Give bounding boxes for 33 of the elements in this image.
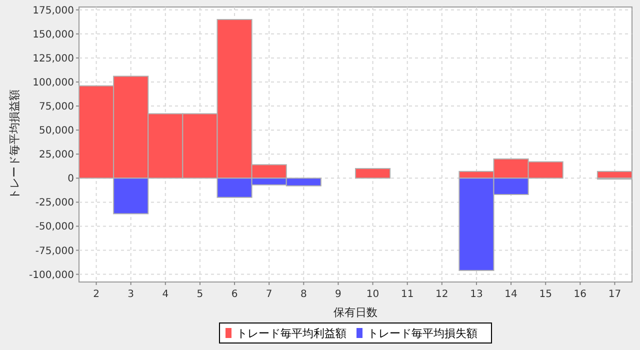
- y-tick-label: -75,000: [35, 246, 74, 257]
- x-tick-label: 7: [266, 289, 272, 300]
- y-tick-label: -50,000: [35, 222, 74, 233]
- y-tick-label: 0: [68, 174, 74, 185]
- x-tick-label: 6: [231, 289, 238, 300]
- y-tick-label: 50,000: [39, 126, 74, 137]
- x-tick-label: 8: [300, 289, 307, 300]
- x-tick-label: 4: [162, 289, 169, 300]
- x-tick-label: 2: [93, 289, 100, 300]
- y-tick-label: -25,000: [35, 198, 74, 209]
- x-tick-label: 11: [400, 289, 414, 300]
- x-tick-label: 15: [539, 289, 552, 300]
- y-tick-label: 75,000: [39, 102, 74, 113]
- y-tick-label: 150,000: [32, 29, 74, 40]
- bar: [355, 168, 391, 179]
- legend-label: トレード毎平均利益額: [236, 327, 346, 340]
- y-tick-label: 100,000: [32, 78, 74, 88]
- x-tick-label: 13: [470, 289, 483, 300]
- x-axis-title: 保有日数: [334, 306, 378, 319]
- x-tick-label: 16: [574, 289, 587, 300]
- y-tick-label: -100,000: [29, 270, 74, 281]
- x-tick-label: 3: [128, 289, 134, 300]
- x-tick-label: 17: [608, 289, 622, 300]
- y-tick-label: 25,000: [39, 150, 74, 161]
- y-tick-label: 125,000: [32, 53, 74, 64]
- legend-label: トレード毎平均損失額: [368, 327, 478, 340]
- y-tick-label: 175,000: [32, 5, 74, 16]
- y-axis-title: トレード毎平均損益額: [8, 90, 21, 200]
- x-tick-label: 14: [504, 289, 518, 300]
- x-tick-label: 9: [335, 289, 342, 300]
- x-tick-label: 10: [366, 289, 380, 300]
- x-tick-label: 5: [196, 289, 204, 300]
- x-tick-label: 12: [436, 289, 448, 300]
